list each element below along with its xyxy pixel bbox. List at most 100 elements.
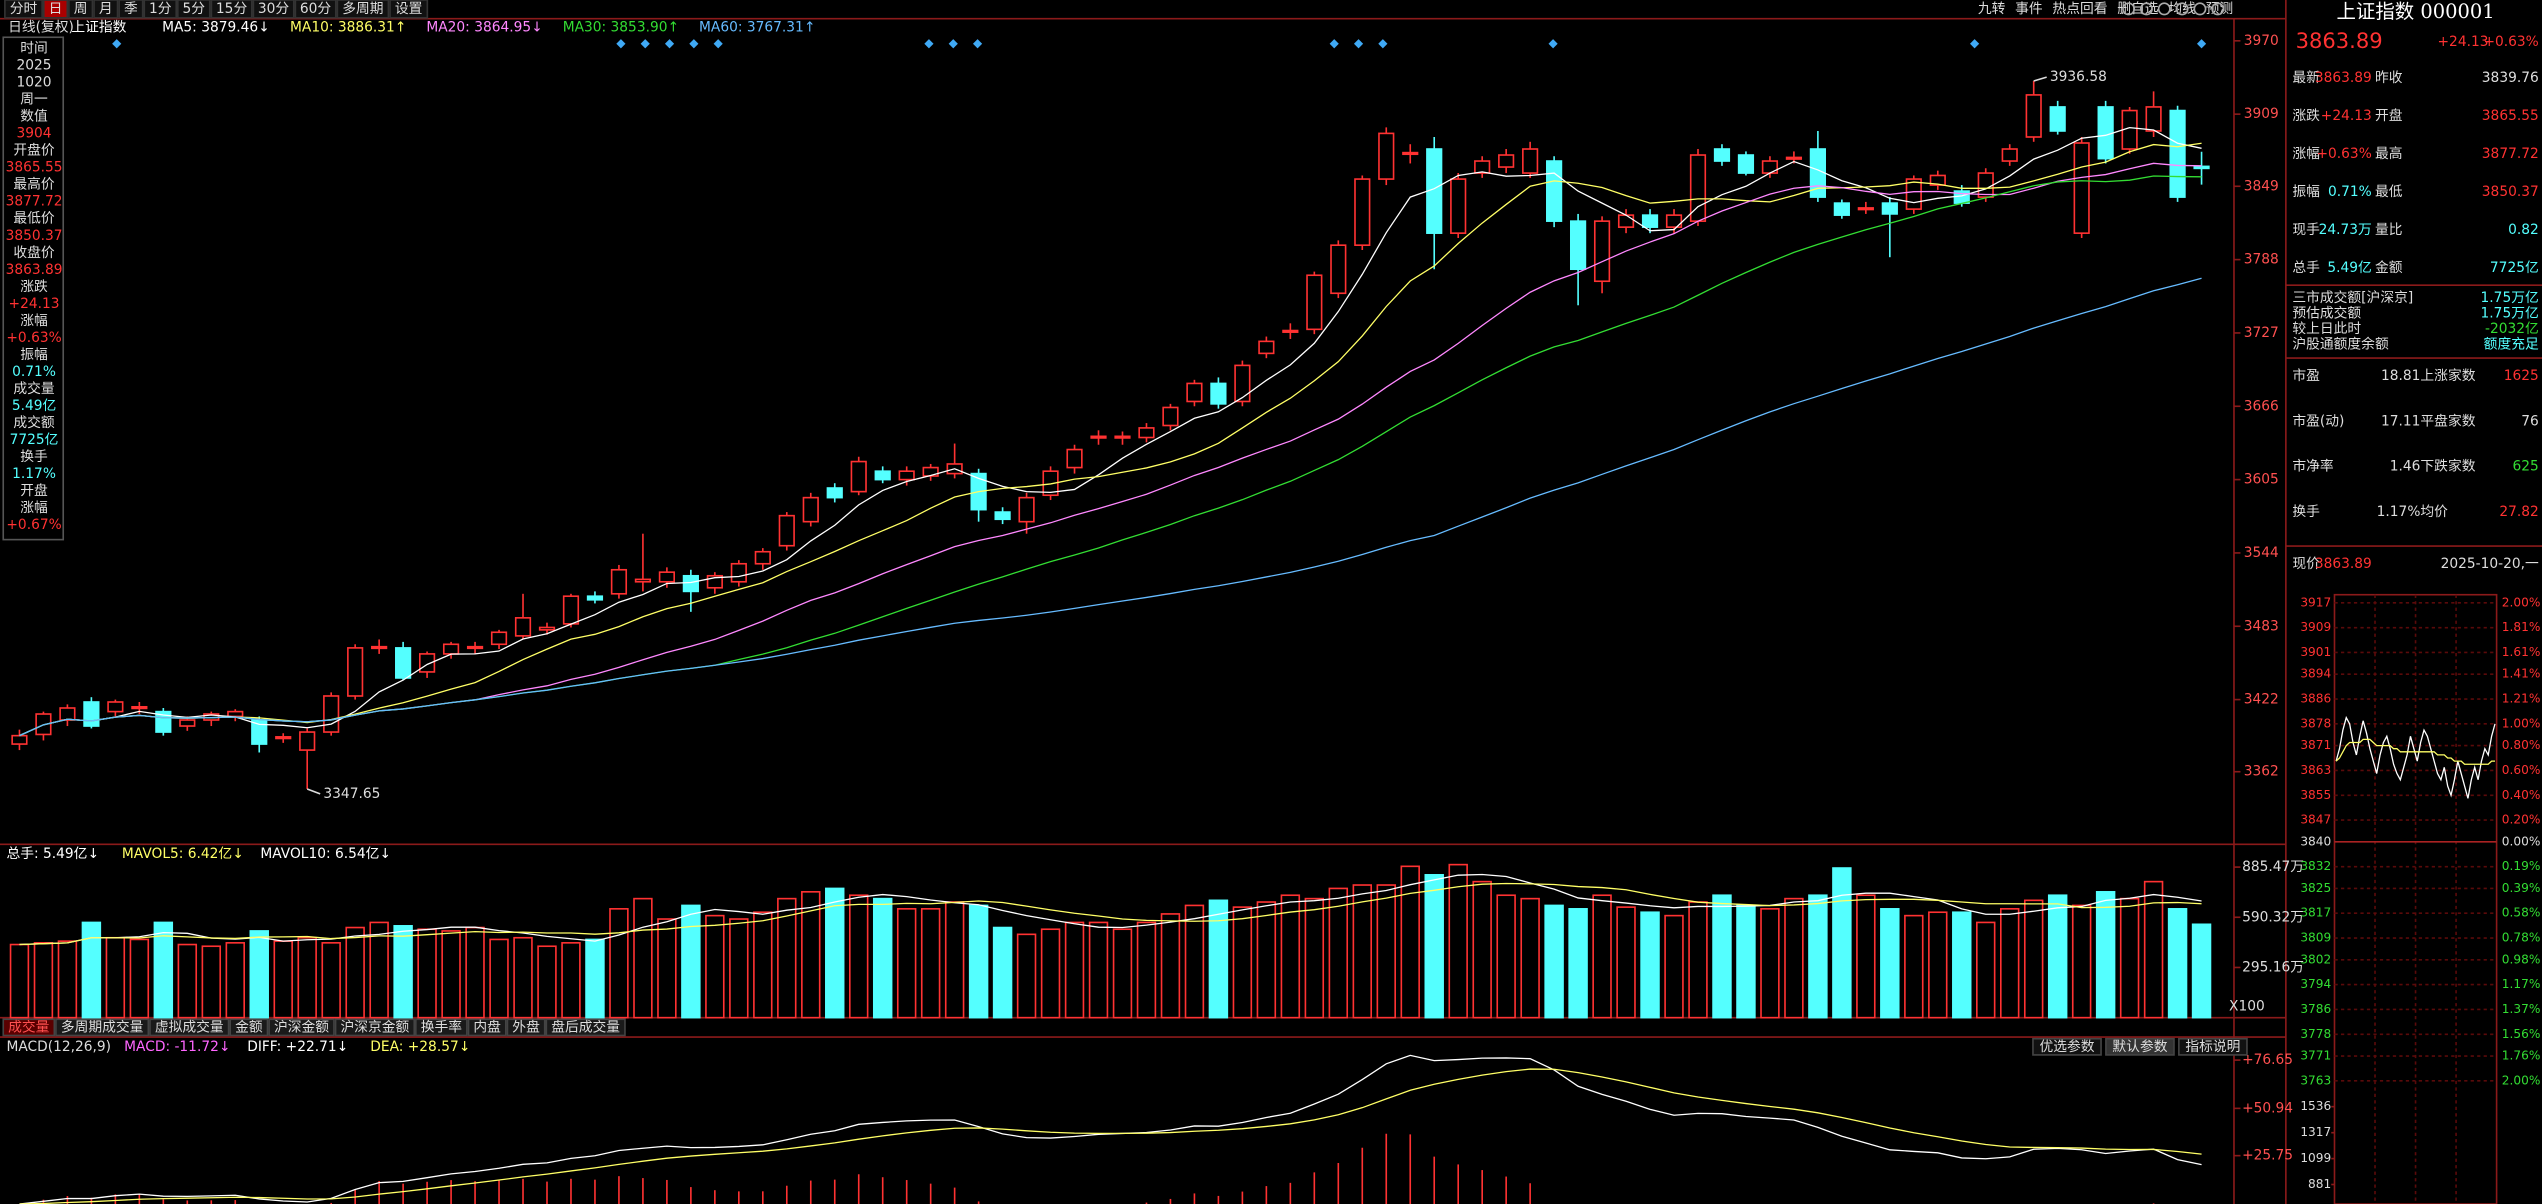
macd-legend: DEA: +28.57↓ — [370, 1039, 470, 1055]
macd-button-label[interactable]: 指标说明 — [2185, 1039, 2240, 1055]
candle-body — [1090, 435, 1107, 439]
tab-label[interactable]: 外盘 — [512, 1018, 540, 1035]
tab[interactable] — [334, 1018, 416, 1037]
tab[interactable] — [545, 1018, 626, 1037]
candle-body — [1641, 214, 1659, 228]
toolbar-label[interactable]: 热点回看 — [2052, 1, 2107, 17]
macd-button[interactable] — [2032, 1037, 2102, 1056]
tool-icon[interactable] — [2139, 2, 2153, 16]
toolbar-button[interactable] — [177, 0, 211, 19]
macd-button[interactable] — [2105, 1037, 2175, 1056]
quote-label: 金额 — [2375, 260, 2403, 276]
tab-label[interactable]: 成交量 — [8, 1018, 50, 1035]
tab-label[interactable]: 换手率 — [421, 1018, 463, 1035]
price-tick-label: 3917 — [2300, 595, 2331, 609]
event-marker[interactable] — [1548, 39, 1558, 49]
toolbar-label[interactable]: 15分 — [216, 1, 248, 17]
event-marker[interactable] — [2196, 39, 2207, 49]
info-text: 2025 — [17, 58, 52, 74]
toolbar-label[interactable]: 多周期 — [342, 0, 383, 17]
tab-label[interactable]: 沪深京金额 — [340, 1019, 409, 1035]
toolbar-button[interactable] — [118, 0, 144, 19]
toolbar-label[interactable]: 1分 — [149, 1, 172, 17]
volume-bar — [1064, 921, 1085, 1019]
tab[interactable] — [55, 1018, 150, 1037]
macd-button[interactable] — [2178, 1037, 2248, 1056]
tab-label[interactable]: 多周期成交量 — [61, 1018, 144, 1035]
y-tick-label: 3544 — [2244, 545, 2279, 561]
candle-body — [1354, 178, 1371, 246]
candle-body — [2025, 94, 2042, 138]
toolbar-button[interactable] — [294, 0, 337, 19]
event-marker[interactable] — [1970, 39, 1980, 49]
tab[interactable] — [2, 1018, 56, 1037]
candle-body — [682, 574, 699, 593]
y-tick-label: 885.47万 — [2242, 859, 2304, 875]
tab[interactable] — [467, 1018, 507, 1037]
toolbar-label[interactable]: 周 — [74, 1, 88, 17]
tab[interactable] — [415, 1018, 468, 1037]
tab-label[interactable]: 内盘 — [473, 1018, 501, 1035]
candle-body — [562, 595, 580, 625]
volume-bar — [297, 936, 317, 1019]
toolbar-label[interactable]: 预测 — [2206, 1, 2234, 17]
volume-bar — [825, 887, 845, 1019]
toolbar-label[interactable]: 均线 — [2168, 1, 2196, 17]
tab[interactable] — [506, 1018, 546, 1037]
volume-bar — [153, 921, 174, 1019]
toolbar-button[interactable] — [68, 0, 94, 19]
event-marker[interactable] — [112, 39, 122, 49]
tool-icon[interactable] — [2211, 2, 2225, 16]
event-marker[interactable] — [1329, 39, 1339, 49]
tool-icon[interactable] — [2193, 2, 2207, 16]
event-marker[interactable] — [948, 39, 958, 49]
tab[interactable] — [149, 1018, 230, 1037]
volume-bar — [801, 891, 821, 1019]
toolbar-button[interactable] — [389, 0, 429, 19]
toolbar-label[interactable]: 九转 — [1978, 1, 2006, 17]
quote-value: 3863.89 — [2315, 70, 2372, 86]
tool-icon[interactable] — [2122, 2, 2136, 16]
toolbar-label[interactable]: 月 — [99, 1, 113, 17]
toolbar-label[interactable]: 5分 — [183, 1, 206, 17]
toolbar-label[interactable]: 分时 — [10, 1, 38, 17]
toolbar-label[interactable]: 30分 — [258, 1, 290, 17]
toolbar-label[interactable]: 60分 — [300, 1, 332, 17]
toolbar-button[interactable] — [42, 0, 69, 19]
tool-icon[interactable] — [2157, 2, 2171, 16]
price-tick-label: 3832 — [2300, 859, 2331, 873]
toolbar-button[interactable] — [336, 0, 390, 19]
volume-bar — [1400, 865, 1420, 1019]
tab[interactable] — [268, 1018, 335, 1037]
tab-label[interactable]: 沪深金额 — [274, 1019, 329, 1035]
toolbar-label[interactable]: 设置 — [395, 1, 423, 17]
candle-body — [1018, 496, 1035, 523]
toolbar-label[interactable]: 删自选 — [2117, 1, 2159, 17]
event-marker[interactable] — [664, 39, 675, 49]
volume-bar — [1736, 904, 1756, 1019]
toolbar-label[interactable]: 事件 — [2015, 1, 2043, 17]
ma-legend: MA10: 3886.31↑ — [290, 20, 406, 36]
tab-label[interactable]: 盘后成交量 — [551, 1018, 620, 1035]
toolbar-button[interactable] — [4, 0, 43, 19]
macd-button-label[interactable]: 默认参数 — [2112, 1038, 2167, 1055]
toolbar-label[interactable]: 日 — [49, 1, 63, 17]
toolbar-button[interactable] — [143, 0, 178, 19]
tab[interactable] — [229, 1018, 269, 1037]
toolbar-label[interactable]: 季 — [124, 1, 138, 17]
candle-body — [11, 734, 28, 745]
extreme-label: 3936.58 — [2050, 69, 2107, 85]
macd-button-label[interactable]: 优选参数 — [2039, 1038, 2094, 1055]
event-marker[interactable] — [689, 39, 699, 49]
quote-value: 3865.55 — [2482, 108, 2539, 124]
toolbar-button[interactable] — [252, 0, 295, 19]
event-marker[interactable] — [616, 39, 626, 49]
volume-bar — [1976, 921, 1996, 1019]
toolbar-button[interactable] — [93, 0, 119, 19]
tab-label[interactable]: 金额 — [235, 1019, 263, 1035]
toolbar-button[interactable] — [210, 0, 253, 19]
tool-icon[interactable] — [2175, 2, 2189, 16]
pct-tick-label: 1.21% — [2502, 692, 2541, 706]
tab-label[interactable]: 虚拟成交量 — [155, 1018, 224, 1035]
event-marker[interactable] — [713, 39, 723, 49]
